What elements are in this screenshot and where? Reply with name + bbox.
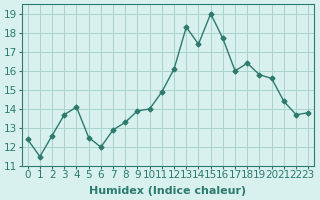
X-axis label: Humidex (Indice chaleur): Humidex (Indice chaleur) [89, 186, 246, 196]
